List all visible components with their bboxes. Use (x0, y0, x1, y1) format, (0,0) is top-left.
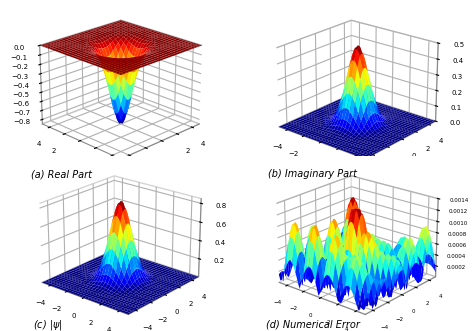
Text: (c) $|\psi|$: (c) $|\psi|$ (33, 318, 62, 331)
Text: (d) Numerical Error: (d) Numerical Error (266, 320, 360, 330)
Text: (b) Imaginary Part: (b) Imaginary Part (268, 169, 357, 179)
Text: (a) Real Part: (a) Real Part (31, 169, 92, 179)
